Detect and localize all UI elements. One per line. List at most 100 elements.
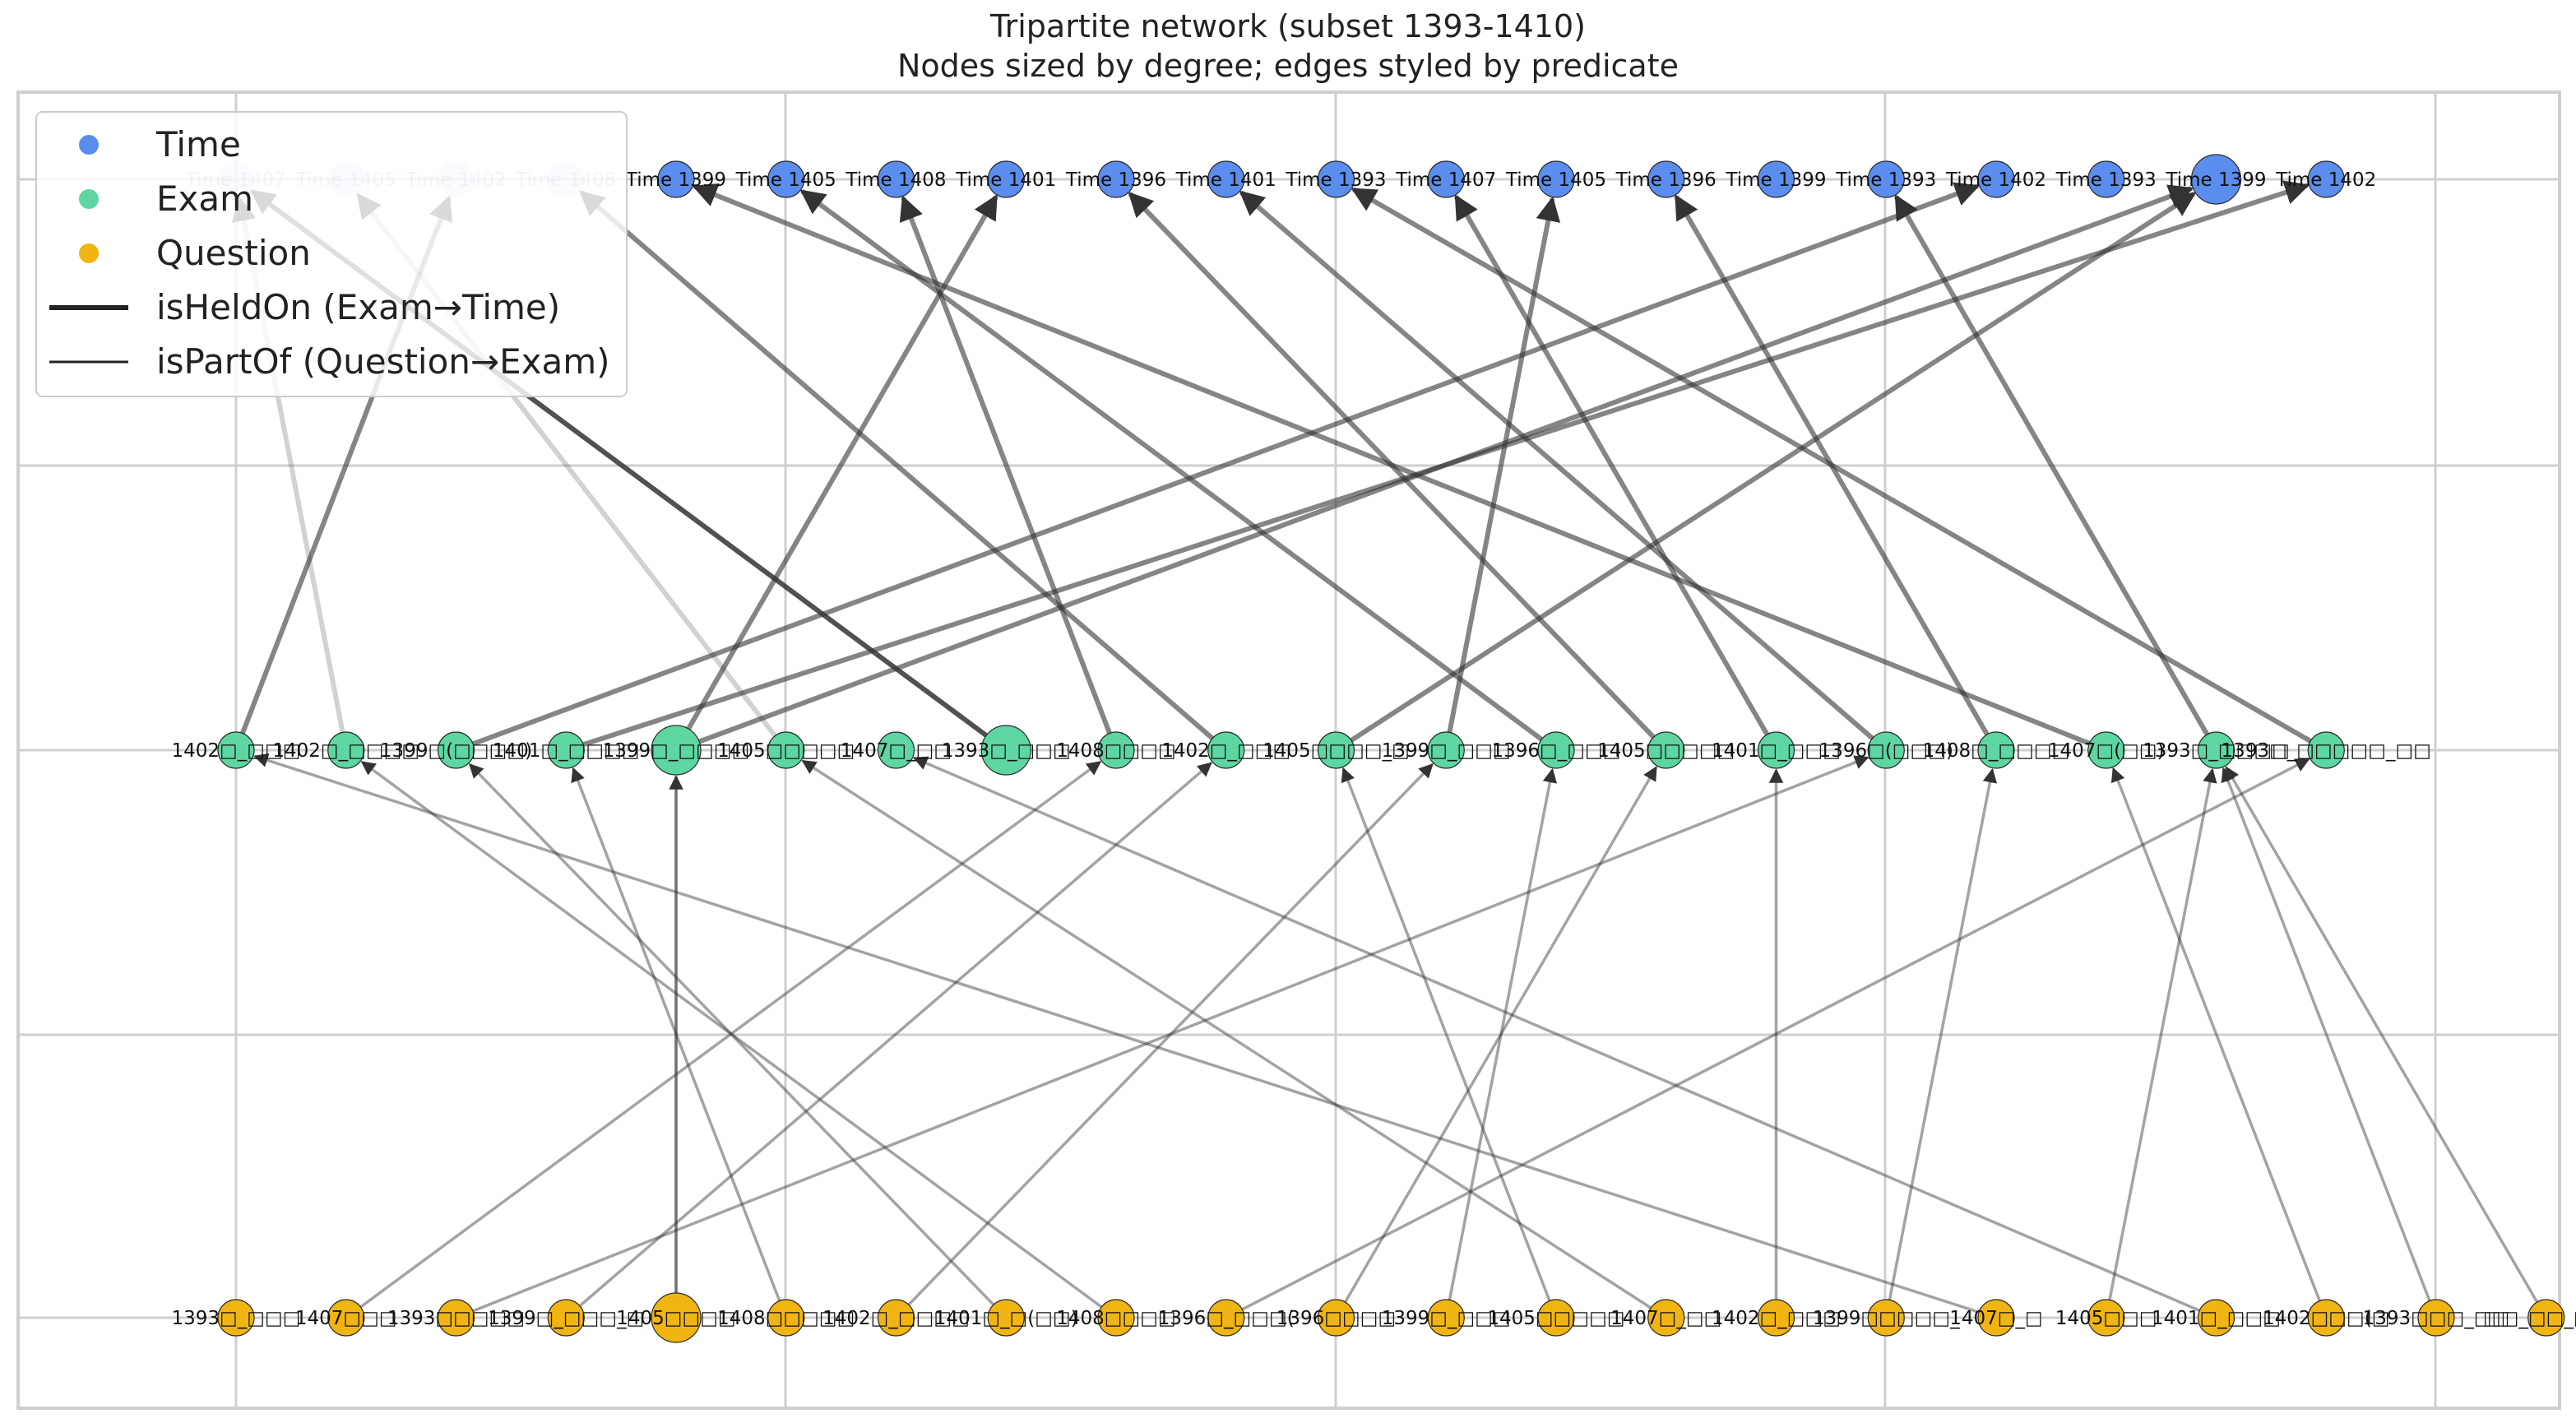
- question-node: [1317, 1299, 1355, 1337]
- figure-subtitle: Nodes sized by degree; edges styled by p…: [897, 48, 1679, 84]
- exam-node-label: 1407□(□□): [2048, 740, 2165, 762]
- is-held-on-edge: [1443, 196, 1561, 751]
- question-node-label: 1396□_□□□(: [1158, 1308, 1295, 1329]
- is-held-on-edge: [1239, 190, 1888, 753]
- exam-node-label: 1405□□□□□: [717, 740, 855, 762]
- exam-node: [980, 725, 1031, 776]
- question-node: [1977, 1299, 2015, 1337]
- exam-node-label: 1393□_□□□□: [2143, 740, 2290, 762]
- is-part-of-edge: [1444, 767, 1558, 1319]
- time-node: [657, 160, 695, 198]
- exam-node-label: 1405□□□□_□: [1263, 740, 1410, 762]
- time-node-label: Time 1408: [845, 169, 946, 191]
- time-node-label: Time 1401: [1175, 169, 1276, 191]
- is-held-on-edge: [692, 183, 2107, 753]
- question-node-label: 1408□□□□□: [717, 1308, 855, 1329]
- question-node: [1427, 1299, 1465, 1337]
- time-node: [1647, 160, 1685, 198]
- question-node-label: 1402□□□(□: [2263, 1308, 2389, 1329]
- legend-entry-label: Exam: [156, 178, 253, 219]
- exam-node-label: 1408□_□□□□: [1923, 740, 2070, 762]
- exam-node: [1757, 731, 1795, 769]
- question-node-label: 1402□_□□□: [1712, 1308, 1841, 1329]
- is-held-on-edge: [674, 194, 998, 752]
- time-node: [877, 160, 915, 198]
- is-part-of-edge: [345, 760, 1102, 1319]
- question-node-label: 1393□_□□□: [172, 1308, 301, 1329]
- exam-node: [2197, 731, 2235, 769]
- is-part-of-edge: [571, 767, 788, 1319]
- exam-node-label: 1393□_□□□□□_□□: [2222, 740, 2431, 762]
- exam-node: [1097, 731, 1135, 769]
- question-node-label: 1405□□□□: [616, 1308, 735, 1329]
- question-node: [217, 1299, 255, 1337]
- time-node: [1867, 160, 1905, 198]
- is-part-of-edge: [1334, 766, 1658, 1319]
- exam-node: [547, 731, 585, 769]
- is-part-of-edge: [2221, 767, 2438, 1319]
- time-node: [2087, 160, 2125, 198]
- time-node: [2190, 154, 2242, 205]
- question-node: [651, 1292, 702, 1343]
- is-held-on-edge: [799, 188, 1558, 753]
- is-part-of-edge: [895, 762, 1434, 1319]
- is-part-of-edge: [2110, 767, 2328, 1319]
- is-held-on-edge: [1351, 187, 2328, 753]
- is-part-of-edge: [1884, 767, 1998, 1319]
- time-node: [987, 160, 1025, 198]
- is-held-on-edge: [579, 190, 1228, 753]
- question-node: [877, 1299, 915, 1337]
- is-held-on-edge: [1893, 194, 2219, 752]
- is-part-of-edge: [2105, 767, 2217, 1319]
- question-node-label: 1401□_□□□: [2152, 1308, 2281, 1329]
- question-node: [2527, 1299, 2565, 1337]
- legend-marker: [79, 189, 99, 209]
- time-node: [2307, 160, 2345, 198]
- time-node: [1537, 160, 1575, 198]
- time-node-label: Time 1396: [1615, 169, 1717, 191]
- question-node-label: 1393□□□□□: [387, 1308, 525, 1329]
- question-node: [1867, 1299, 1905, 1337]
- legend-marker: [79, 243, 99, 263]
- question-node-label: 1399□□□□□_: [1813, 1308, 1960, 1329]
- time-node: [1757, 160, 1795, 198]
- exam-node-label: 1401□_□□□□: [493, 740, 640, 762]
- question-node: [1537, 1299, 1575, 1337]
- exam-node-label: 1396□(□□□): [1819, 740, 1953, 762]
- legend-entry-label: isHeldOn (Exam→Time): [156, 287, 560, 327]
- time-node: [1977, 160, 2015, 198]
- figure-title: Tripartite network (subset 1393-1410): [990, 8, 1586, 44]
- exam-node-label: 1402□_□□□□: [272, 740, 419, 762]
- question-node: [2417, 1299, 2455, 1337]
- legend: Time Exam Question isHeldOn (Exam→Time) isPa…: [35, 111, 628, 397]
- exam-node: [2307, 731, 2345, 769]
- is-part-of-edge: [912, 756, 2217, 1319]
- exam-node: [1207, 731, 1245, 769]
- question-node-label: 1393□□□_□□: [2363, 1308, 2510, 1329]
- exam-node: [327, 731, 365, 769]
- exam-node: [767, 731, 805, 769]
- question-node-label: 1401□_□(□□): [934, 1308, 1078, 1329]
- time-node-label: Time 1393: [1285, 169, 1386, 191]
- time-node: [1207, 160, 1245, 198]
- exam-node: [1647, 731, 1685, 769]
- time-node-label: Time 1396: [1065, 169, 1166, 191]
- question-node-label: 1408□□□□: [1056, 1308, 1175, 1329]
- is-part-of-edge: [455, 755, 1869, 1319]
- is-part-of-edge: [468, 762, 1008, 1319]
- time-node-label: Time 1393: [2055, 169, 2157, 191]
- exam-node: [1317, 731, 1355, 769]
- exam-node-label: 1399□_□□□□: [603, 740, 750, 762]
- question-node-label: 1405□□□□□: [1487, 1308, 1624, 1329]
- time-node: [1317, 160, 1355, 198]
- question-node: [1097, 1299, 1135, 1337]
- exam-node: [217, 731, 255, 769]
- exam-node: [1977, 731, 2015, 769]
- edge-layer: [231, 180, 2548, 1319]
- exam-node-label: 1407□_□□: [841, 740, 952, 762]
- time-node-label: Time 1399: [625, 169, 726, 191]
- question-node-label: 1399□_□□□_□: [488, 1308, 644, 1329]
- time-node-label: Time 1402: [1945, 169, 2046, 191]
- time-node: [767, 160, 805, 198]
- time-node-label: Time 1407: [1395, 169, 1496, 191]
